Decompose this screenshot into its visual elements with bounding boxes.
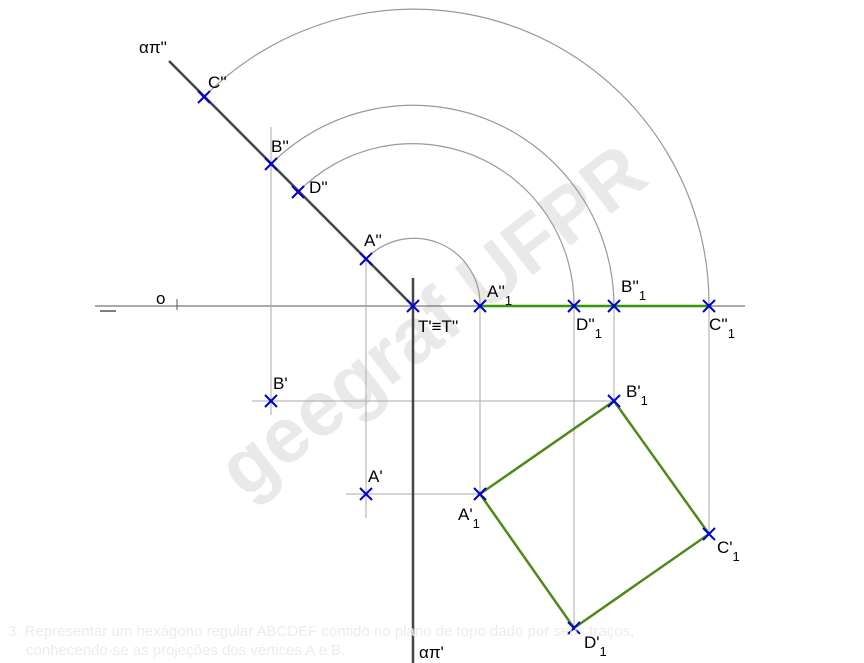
point-D1r [567, 621, 581, 635]
arc-B [270, 104, 615, 307]
problem-statement: 3. Representar um hexágono regular ABCDE… [8, 622, 860, 660]
label-B2: B'' [271, 137, 289, 156]
point-B1r [607, 394, 621, 408]
point-D2r [567, 299, 581, 313]
point-B2 [264, 157, 278, 171]
label-B2r: B''1 [621, 277, 646, 303]
label-trace-horizontal: απ' [419, 643, 444, 662]
point-B2r [607, 299, 621, 313]
label-origin: o [156, 289, 165, 308]
label-C1r: C'1 [717, 538, 740, 564]
point-C1r [702, 527, 716, 541]
point-A1r [473, 487, 487, 501]
label-D2: D'' [309, 178, 328, 197]
point-C2r [702, 299, 716, 313]
point-D2 [291, 185, 305, 199]
label-B1: B' [273, 374, 288, 393]
point-C2 [197, 90, 211, 104]
point-B1 [264, 394, 278, 408]
point-A1 [359, 487, 373, 501]
point-A2 [359, 252, 373, 266]
label-D2r: D''1 [576, 315, 602, 341]
label-A1: A' [368, 467, 383, 486]
problem-statement-line-1: 3. Representar um hexágono regular ABCDE… [8, 623, 635, 640]
label-T: T'≡T'' [418, 317, 458, 336]
point-A2r [473, 299, 487, 313]
arc-A [365, 237, 481, 307]
label-B1r: B'1 [626, 382, 648, 408]
label-C2: C'' [208, 73, 227, 92]
label-C2r: C''1 [709, 315, 735, 341]
problem-statement-line-2: conhecendo-se as projeções dos vértices … [26, 642, 346, 659]
label-A2r: A''1 [487, 282, 512, 308]
arc-C [203, 8, 710, 307]
arc-D [297, 143, 575, 307]
label-A2: A'' [364, 231, 382, 250]
point-markers [197, 90, 716, 635]
point-T [406, 299, 420, 313]
label-A1r: A'1 [458, 505, 480, 531]
label-trace-vertical: απ'' [139, 38, 167, 57]
true-size-square [478, 399, 711, 630]
label-D1r: D'1 [584, 633, 607, 659]
